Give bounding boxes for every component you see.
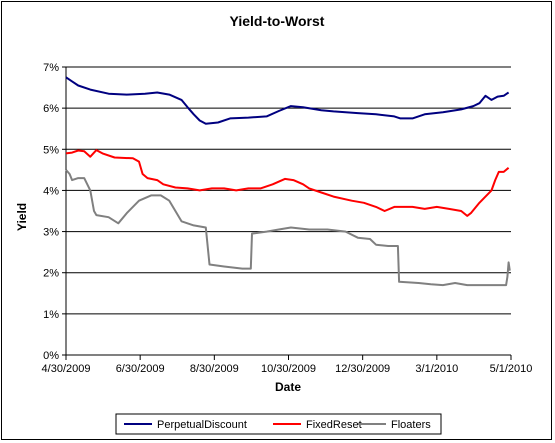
x-tick-label: 10/30/2009: [261, 363, 316, 375]
legend-label-perpetualdiscount: PerpetualDiscount: [157, 419, 247, 431]
y-tick-label: 5%: [43, 144, 59, 156]
x-tick-label: 5/1/2010: [490, 363, 533, 375]
y-tick-label: 7%: [43, 62, 59, 74]
y-tick-label: 2%: [43, 268, 59, 280]
legend-label-floaters: Floaters: [391, 419, 431, 431]
x-tick-label: 8/30/2009: [190, 363, 239, 375]
x-axis-title: Date: [275, 380, 301, 394]
series-line-fixedreset: [65, 149, 510, 217]
x-tick-label: 4/30/2009: [42, 363, 91, 375]
y-tick-label: 3%: [43, 227, 59, 239]
y-tick-label: 4%: [43, 185, 59, 197]
y-axis-title: Yield: [15, 203, 29, 231]
x-tick-label: 6/30/2009: [116, 363, 165, 375]
legend: PerpetualDiscount FixedReset Floaters: [115, 413, 442, 435]
y-tick-labels: 0% 1% 2% 3% 4% 5% 6% 7%: [43, 62, 66, 362]
x-tick-label: 12/30/2009: [335, 363, 390, 375]
y-tick-label: 6%: [43, 103, 59, 115]
series-line-floaters: [65, 169, 511, 287]
x-tick-labels: 4/30/2009 6/30/2009 8/30/2009 10/30/2009 12/…: [42, 355, 533, 375]
chart-title: Yield-to-Worst: [230, 13, 325, 29]
legend-label-fixedreset: FixedReset: [306, 419, 362, 431]
series-lines: [65, 76, 511, 287]
plot-area: [65, 66, 511, 356]
series-line-perpetualdiscount: [65, 76, 510, 125]
y-tick-label: 1%: [43, 309, 59, 321]
x-tick-label: 3/1/2010: [415, 363, 458, 375]
y-tick-label: 0%: [43, 350, 59, 362]
